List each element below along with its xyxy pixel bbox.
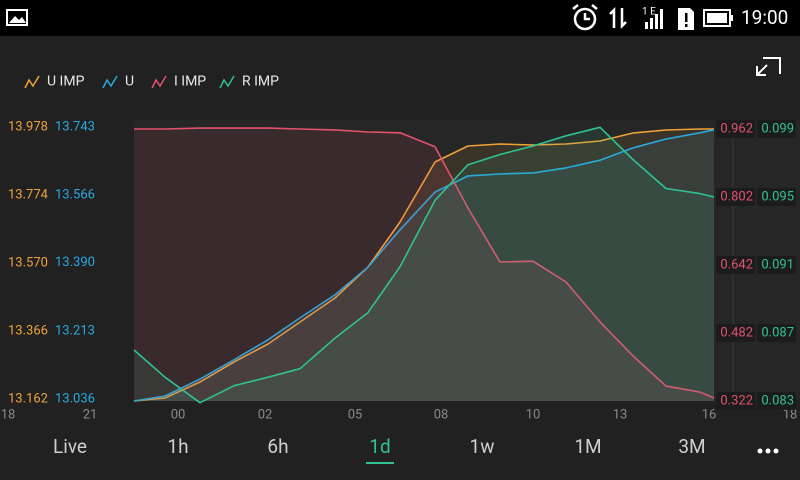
x-tick-label: 13: [613, 407, 628, 422]
y-tick-label: 13.213: [55, 323, 95, 338]
series-area: [134, 128, 714, 401]
x-tick-label: 21: [83, 407, 98, 422]
tab-bar: Live 1h 6h 1d 1w 1M 3M: [53, 435, 706, 464]
series-area: [134, 129, 714, 401]
y-tick-badge: [757, 120, 796, 138]
x-tick-label: 02: [258, 407, 273, 422]
tab-underline: [366, 462, 394, 464]
tab[interactable]: 1h: [167, 435, 188, 458]
tab[interactable]: 1M: [574, 435, 601, 458]
y-tick-label: 0.802: [720, 189, 753, 204]
series-line: [133, 128, 714, 402]
y-tick-label: 13.743: [55, 119, 95, 134]
x-tick-label: 18: [783, 407, 798, 422]
y-tick-label: 0.962: [720, 121, 753, 136]
x-tick-label: 18: [1, 407, 16, 422]
legend-icon: [151, 75, 167, 89]
y-tick-badge: [716, 188, 755, 206]
legend-label: R IMP: [242, 74, 279, 90]
y-tick-label: 0.642: [720, 257, 753, 272]
legend-label: U IMP: [47, 74, 85, 90]
y-tick-label: 0.091: [761, 257, 794, 272]
y-tick-badge: [716, 324, 755, 342]
y-tick-badge: [757, 256, 796, 274]
status-bar: [0, 0, 800, 36]
network-type: 1 E: [642, 7, 656, 18]
series-line: [134, 127, 715, 399]
y-tick-badge: [716, 256, 755, 274]
series-line: [133, 129, 715, 402]
legend-icon: [24, 75, 40, 89]
tab[interactable]: 1d: [369, 435, 390, 458]
y-tick-badge: [757, 392, 796, 410]
tab[interactable]: Live: [53, 435, 87, 458]
tab[interactable]: 6h: [267, 435, 288, 458]
y-tick-badge: [757, 324, 796, 342]
tab[interactable]: 1w: [470, 435, 495, 458]
y-tick-label: 13.774: [8, 187, 49, 202]
x-tick-label: 16: [702, 407, 717, 422]
y-tick-label: 13.162: [8, 391, 48, 406]
fullscreen-button[interactable]: [756, 57, 781, 76]
y-tick-badge: [716, 120, 755, 138]
x-tick-label: 08: [434, 407, 449, 422]
y-tick-label: 13.978: [8, 119, 48, 134]
more-button[interactable]: [757, 448, 779, 454]
y-tick-label: 0.322: [720, 393, 753, 408]
y-tick-label: 13.036: [55, 391, 95, 406]
y-tick-label: 0.099: [761, 121, 794, 136]
legend-label: I IMP: [174, 74, 206, 90]
legend-label: U: [125, 74, 134, 90]
battery-icon: [703, 9, 733, 27]
series-line: [133, 126, 715, 404]
x-tick-label: 05: [348, 407, 363, 422]
y-tick-label: 13.366: [8, 323, 48, 338]
network-icon: 1 E: [609, 7, 663, 30]
clock: 19:00: [741, 6, 788, 29]
x-tick-label: 00: [171, 407, 186, 422]
alert-icon: [678, 8, 694, 30]
y-tick-badge: [716, 392, 755, 410]
series-area: [134, 127, 714, 403]
alarm-icon: [572, 4, 598, 31]
gallery-icon: [6, 9, 28, 26]
y-tick-label: 13.566: [55, 188, 95, 203]
legend-icon: [219, 75, 235, 89]
x-tick-label: 10: [526, 407, 541, 422]
y-tick-label: 13.570: [8, 255, 48, 270]
legend-icon: [102, 75, 118, 89]
y-tick-label: 0.083: [761, 393, 794, 408]
y-tick-label: 0.482: [720, 325, 753, 340]
tab[interactable]: 3M: [678, 435, 705, 458]
chart: 18 21 00 02 05 08 10 13 16 18 U IMP U I IMP R IMP 13.9…: [1, 74, 798, 423]
y-tick-label: 0.087: [761, 325, 794, 340]
y-tick-label: 0.095: [761, 189, 794, 204]
y-tick-label: 13.390: [55, 255, 95, 270]
y-tick-badge: [757, 188, 796, 206]
